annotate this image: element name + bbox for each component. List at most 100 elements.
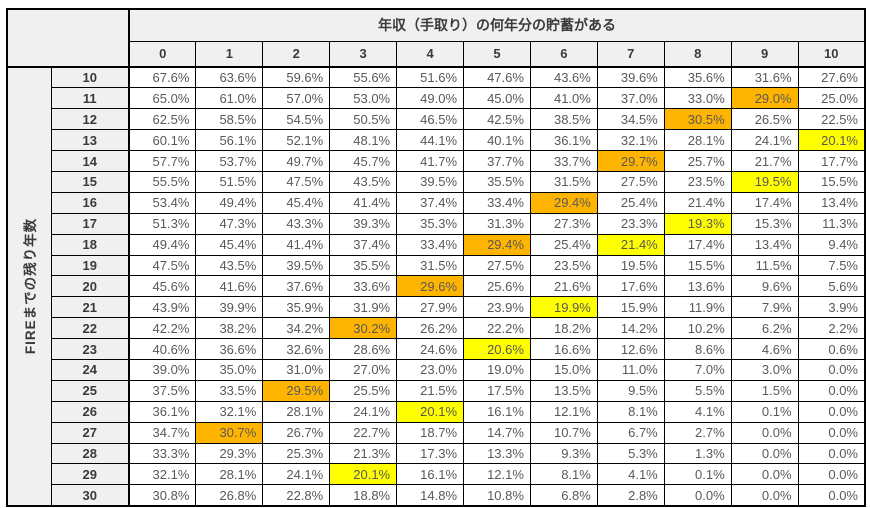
cell-r10-c10: 27.6% [797, 66, 866, 89]
table-row: 15 55.5% 51.5% 47.5% 43.5% 39.5% 35.5% 31.5% 27.… [7, 170, 866, 193]
cell-r27-c2: 26.7% [262, 421, 331, 444]
cell-r20-c3: 33.6% [329, 275, 398, 298]
cell-r25-c3: 25.5% [329, 379, 398, 402]
cell-r26-c10: 0.0% [797, 400, 866, 423]
cell-r14-c8: 25.7% [663, 150, 732, 172]
cell-r30-c3: 18.8% [329, 484, 398, 507]
cell-r17-c0: 51.3% [128, 212, 197, 235]
row-header-21: 21 [50, 296, 130, 319]
row-header-25: 25 [50, 379, 130, 402]
column-group-title: 年収（手取り）の何年分の貯蓄がある [128, 8, 866, 42]
cell-r14-c1: 53.7% [195, 150, 264, 172]
cell-r30-c4: 14.8% [396, 484, 465, 507]
table-row: 11 65.0% 61.0% 57.0% 53.0% 49.0% 45.0% 41.0% 37.… [7, 87, 866, 110]
cell-r27-c9: 0.0% [730, 421, 799, 444]
cell-r20-c10: 5.6% [797, 275, 866, 298]
cell-r24-c9: 3.0% [730, 358, 799, 381]
cell-r14-c5: 37.7% [463, 150, 531, 172]
cell-r11-c10: 25.0% [797, 87, 866, 110]
cell-r16-c4: 37.4% [396, 191, 465, 214]
cell-r19-c2: 39.5% [262, 254, 331, 277]
cell-r21-c10: 3.9% [797, 296, 866, 319]
row-header-14: 14 [50, 150, 130, 172]
cell-r15-c6: 31.5% [529, 170, 598, 193]
cell-r28-c4: 17.3% [396, 442, 465, 465]
cell-r28-c6: 9.3% [529, 442, 598, 465]
cell-r10-c5: 47.6% [463, 66, 531, 89]
cell-r23-c4: 24.6% [396, 338, 465, 360]
row-header-26: 26 [50, 400, 130, 423]
row-header-30: 30 [50, 484, 130, 507]
table-row: 23 40.6% 36.6% 32.6% 28.6% 24.6% 20.6% 16.6% 12.… [7, 338, 866, 360]
cell-r13-c9: 24.1% [730, 129, 799, 152]
cell-r24-c8: 7.0% [663, 358, 732, 381]
cell-r18-c6: 25.4% [529, 233, 598, 256]
cell-r17-c4: 35.3% [396, 212, 465, 235]
cell-r24-c6: 15.0% [529, 358, 598, 381]
row-header-15: 15 [50, 170, 130, 193]
column-header-1: 1 [195, 40, 264, 68]
cell-r26-c1: 32.1% [195, 400, 264, 423]
cell-r16-c10: 13.4% [797, 191, 866, 214]
cell-r28-c10: 0.0% [797, 442, 866, 465]
cell-r29-c5: 12.1% [463, 463, 531, 486]
cell-r14-c7: 29.7% [596, 150, 665, 172]
fire-savings-table: 年収（手取り）の何年分の貯蓄がある 0 1 2 3 4 5 6 7 8 9 10 FIREまでの残り… [6, 8, 866, 507]
table-row: 27 34.7% 30.7% 26.7% 22.7% 18.7% 14.7% 10.7% 6.7… [7, 421, 866, 444]
cell-r25-c4: 21.5% [396, 379, 465, 402]
cell-r29-c10: 0.0% [797, 463, 866, 486]
cell-r19-c1: 43.5% [195, 254, 264, 277]
cell-r14-c2: 49.7% [262, 150, 331, 172]
cell-r10-c0: 67.6% [128, 66, 197, 89]
cell-r20-c7: 17.6% [596, 275, 665, 298]
cell-r26-c5: 16.1% [463, 400, 531, 423]
row-header-18: 18 [50, 233, 130, 256]
cell-r10-c3: 55.6% [329, 66, 398, 89]
cell-r23-c7: 12.6% [596, 338, 665, 360]
cell-r24-c0: 39.0% [128, 358, 197, 381]
cell-r17-c8: 19.3% [663, 212, 732, 235]
cell-r15-c10: 15.5% [797, 170, 866, 193]
cell-r16-c9: 17.4% [730, 191, 799, 214]
cell-r22-c7: 14.2% [596, 317, 665, 340]
cell-r20-c6: 21.6% [529, 275, 598, 298]
cell-r25-c7: 9.5% [596, 379, 665, 402]
cell-r10-c8: 35.6% [663, 66, 732, 89]
cell-r23-c8: 8.6% [663, 338, 732, 360]
cell-r16-c3: 41.4% [329, 191, 398, 214]
row-header-22: 22 [50, 317, 130, 340]
column-header-9: 9 [730, 40, 799, 68]
cell-r12-c5: 42.5% [463, 108, 531, 131]
cell-r13-c6: 36.1% [529, 129, 598, 152]
column-header-10: 10 [797, 40, 866, 68]
cell-r11-c1: 61.0% [195, 87, 264, 110]
cell-r28-c1: 29.3% [195, 442, 264, 465]
cell-r27-c6: 10.7% [529, 421, 598, 444]
cell-r11-c0: 65.0% [128, 87, 197, 110]
cell-r13-c5: 40.1% [463, 129, 531, 152]
cell-r27-c0: 34.7% [128, 421, 197, 444]
column-header-0: 0 [128, 40, 197, 68]
cell-r21-c2: 35.9% [262, 296, 331, 319]
cell-r15-c4: 39.5% [396, 170, 465, 193]
cell-r17-c10: 11.3% [797, 212, 866, 235]
cell-r24-c1: 35.0% [195, 358, 264, 381]
cell-r27-c5: 14.7% [463, 421, 531, 444]
cell-r11-c7: 37.0% [596, 87, 665, 110]
cell-r25-c6: 13.5% [529, 379, 598, 402]
column-header-6: 6 [529, 40, 598, 68]
table-row: 26 36.1% 32.1% 28.1% 24.1% 20.1% 16.1% 12.1% 8.1… [7, 400, 866, 423]
row-header-27: 27 [50, 421, 130, 444]
row-header-24: 24 [50, 358, 130, 381]
table-row: 22 42.2% 38.2% 34.2% 30.2% 26.2% 22.2% 18.2% 14.… [7, 317, 866, 340]
cell-r15-c7: 27.5% [596, 170, 665, 193]
cell-r22-c5: 22.2% [463, 317, 531, 340]
cell-r13-c8: 28.1% [663, 129, 732, 152]
table-row: 24 39.0% 35.0% 31.0% 27.0% 23.0% 19.0% 15.0% 11.… [7, 358, 866, 381]
cell-r27-c10: 0.0% [797, 421, 866, 444]
cell-r17-c5: 31.3% [463, 212, 531, 235]
cell-r29-c0: 32.1% [128, 463, 197, 486]
cell-r16-c8: 21.4% [663, 191, 732, 214]
cell-r22-c1: 38.2% [195, 317, 264, 340]
